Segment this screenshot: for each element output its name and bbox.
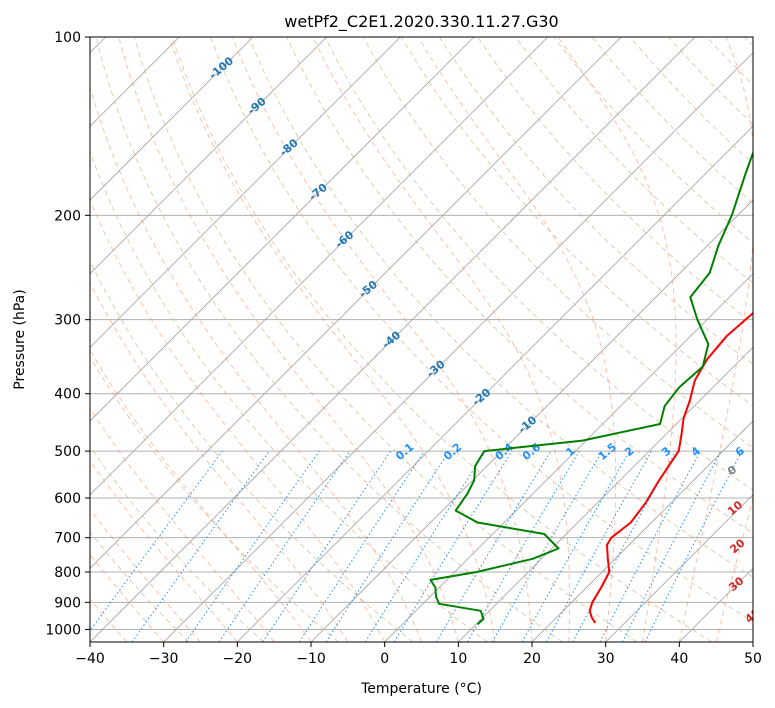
isotherm-line [237,125,753,642]
moist-adiabat-line [90,198,386,642]
isotherm-line [90,37,475,422]
mixing-ratio-lines [90,450,743,642]
dry-adiabat-line [400,37,753,407]
y-tick-label: 800 [54,565,81,581]
moist-adiabat-line [90,598,128,642]
dry-adiabat-line [90,445,264,642]
isotherm-line [458,346,753,642]
dewpoint-profile-line [429,150,753,625]
x-tick-label: 50 [744,651,762,667]
chart-title: wetPf2_C2E1.2020.330.11.27.G30 [284,12,558,32]
isotherm-line [90,37,254,201]
isotherm-line [531,420,753,642]
mixing-ratio-line [90,450,223,632]
y-axis-ticks: 100 200 300 400 500 600 700 800 900 1000 [45,30,90,638]
moist-adiabat-line [90,554,165,642]
x-tick-label: 0 [380,651,389,667]
isotherm-line [90,37,327,275]
dry-adiabat-line [90,531,190,642]
temperature-profile-line [588,311,753,624]
isotherm-line [90,37,696,642]
profile-lines [429,150,753,625]
plot-frame [89,36,754,643]
dry-adiabat-line [133,37,638,642]
isotherm-line [90,37,548,496]
x-axis-label: Temperature (°C) [360,681,482,697]
mixing-ratio-line [325,450,450,642]
x-tick-label: 10 [449,651,467,667]
moist-adiabat-line [90,349,312,642]
y-tick-label: 600 [54,491,81,507]
y-tick-label: 100 [54,30,81,46]
x-tick-label: 20 [523,651,541,667]
mixing-ratio-line [393,450,513,642]
moist-adiabat-line [90,407,275,642]
moist-adiabat-line [90,86,422,642]
moist-adiabats [90,37,753,642]
x-tick-label: 40 [670,651,688,667]
mixing-ratio-line [131,450,270,642]
dry-adiabat-line [286,37,753,534]
isotherm-line [90,37,622,569]
moist-adiabat-label: 40 [743,606,763,626]
mixing-ratio-line [185,450,320,642]
dry-adiabats [90,37,753,642]
moist-adiabat-line [557,37,677,642]
dry-adiabat-line [90,259,414,642]
y-tick-label: 300 [54,313,81,329]
x-tick-label: −20 [223,651,253,667]
dry-adiabat-line [515,37,753,284]
x-tick-label: −40 [75,651,105,667]
isotherm-line [163,52,753,642]
dry-adiabat-line [210,37,753,623]
x-tick-label: −10 [296,651,326,667]
mixing-ratio-line [521,450,630,642]
moist-adiabat-line [168,37,496,642]
dry-adiabat-line [90,150,488,642]
dry-adiabat-line [95,37,563,642]
isotherm-line [605,494,753,642]
isobar-grid [90,37,753,630]
moist-adiabat-line [312,37,570,642]
y-tick-label: 1000 [45,622,81,638]
y-tick-label: 500 [54,444,81,460]
y-tick-label: 200 [54,208,81,224]
plot-area: -100-90-80-70-60-50-40-30-20-100.1 0.2 0.4… [90,37,763,642]
y-tick-label: 900 [54,595,81,611]
isotherm-line [384,273,753,642]
moist-adiabat-line [231,37,533,642]
moist-adiabat-line [417,37,617,642]
mixing-ratio-line [572,450,677,642]
mixing-ratio-line [298,450,425,642]
moist-adiabat-line [118,37,459,642]
moist-adiabat-line [90,459,238,642]
moist-adiabat-line [90,508,201,642]
dry-adiabat-line [171,37,712,642]
mixing-ratio-line [218,450,351,642]
isotherm-line [90,37,401,348]
x-axis-ticks: −40 −30 −20 −10 0 10 20 30 40 50 [75,642,762,667]
mixing-ratio-line [262,450,392,642]
mixing-ratio-line [644,450,743,642]
y-tick-label: 700 [54,531,81,547]
mixing-ratio-line [545,450,653,642]
x-tick-label: 30 [597,651,615,667]
isotherm-grid [90,37,753,642]
dry-adiabat-line [90,356,339,642]
dry-adiabat-line [248,37,753,578]
y-axis-label: Pressure (hPa) [12,289,28,389]
y-tick-label: 400 [54,387,81,403]
dry-adiabat-line [439,37,753,365]
x-tick-label: −30 [149,651,179,667]
